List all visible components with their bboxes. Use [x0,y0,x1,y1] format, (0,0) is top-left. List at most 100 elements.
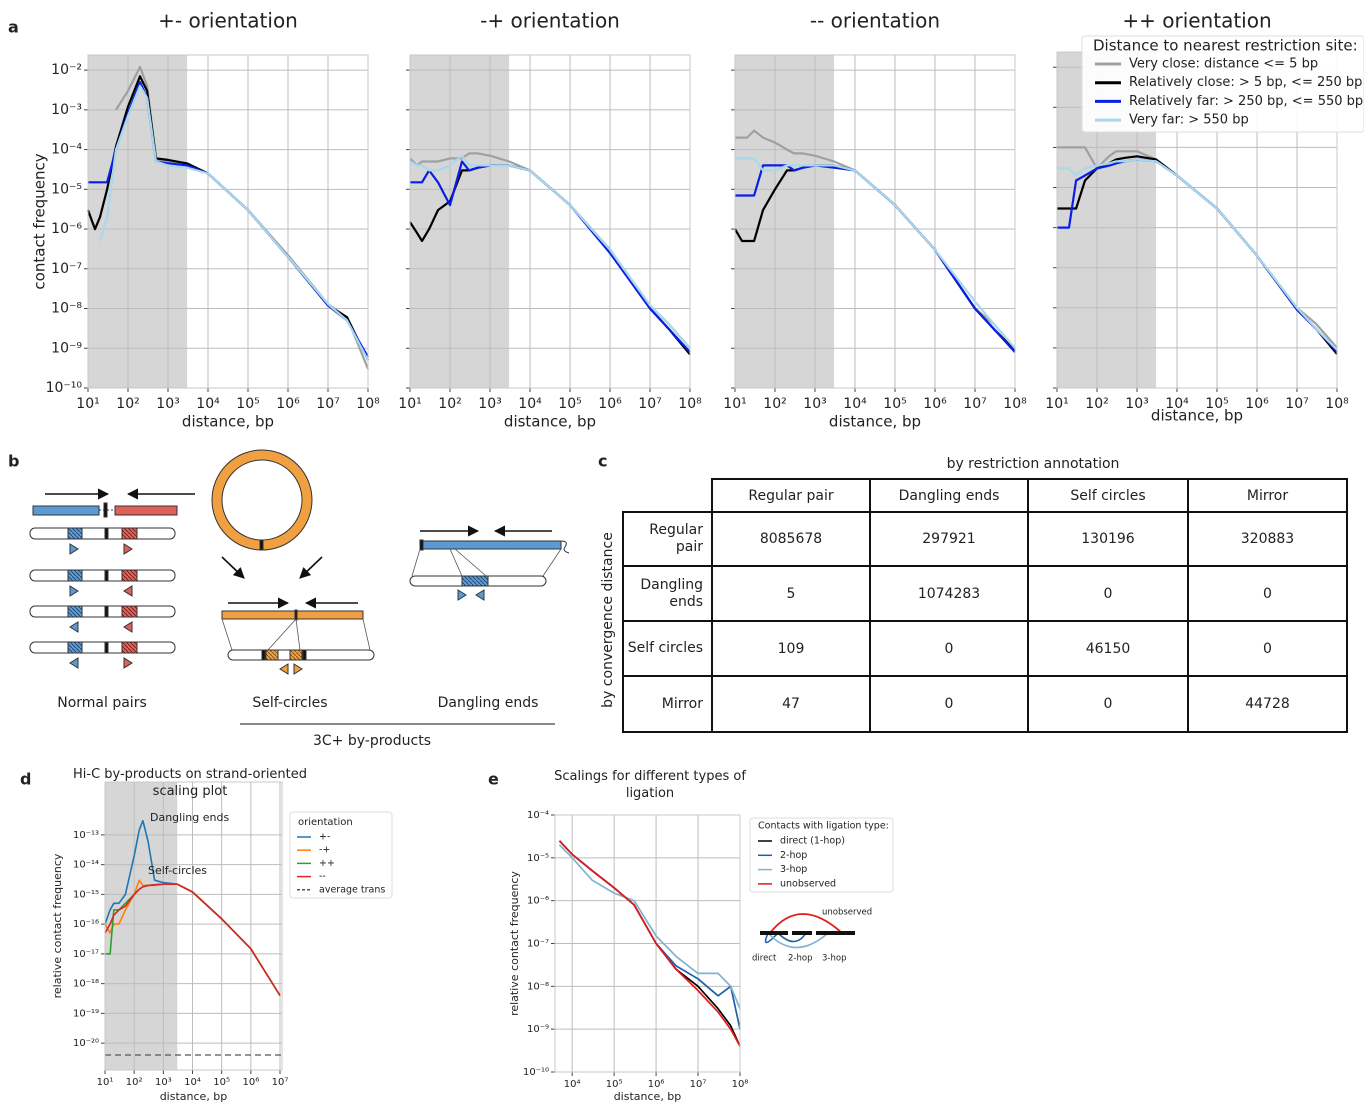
x-tick-label: 10⁶ [648,1079,665,1090]
x-tick-label: 10⁵ [236,396,259,412]
y-tick-label: 10⁻¹⁵ [73,889,99,900]
legend-label: -+ [319,845,330,856]
x-tick-label: 10⁴ [843,396,867,412]
diagram-b [30,455,569,724]
row-header: Dangling ends [623,566,712,621]
chart-title: -+ orientation [480,9,620,33]
chart: 10¹10²10³10⁴10⁵10⁶10⁷10⁸-+ orientationdi… [398,9,702,431]
row-header-text: Self circles [624,640,703,657]
x-tick-label: 10⁷ [272,1077,289,1088]
legend-label: average trans [319,884,385,895]
annotation: Self-circles [148,864,207,877]
table: Regular pairDangling endsSelf circlesMir… [622,478,1348,733]
y-tick-label: 10⁻⁹ [527,1024,549,1035]
inset-label: 2-hop [788,954,812,964]
panel-label: d [20,770,31,789]
x-tick-label: 10² [763,396,786,412]
x-tick-label: 10² [1085,396,1108,412]
chart: 10¹10²10³10⁴10⁵10⁶10⁷10⁸-- orientationdi… [723,9,1027,431]
x-axis-label: distance, bp [160,1090,228,1103]
x-tick-label: 10⁵ [606,1079,623,1090]
x-tick-label: 10¹ [97,1077,114,1088]
legend-label: ++ [319,858,335,869]
table-cell: 0 [1028,676,1188,732]
x-tick-label: 10⁷ [638,396,661,412]
y-tick-label: 10⁻⁷ [51,261,82,277]
row-header: Self circles [623,621,712,676]
x-tick-label: 10⁷ [316,396,339,412]
x-tick-label: 10⁴ [184,1077,201,1088]
table-cell: 0 [1188,566,1347,621]
legend-label: unobserved [780,878,836,889]
x-axis-label: distance, bp [1151,407,1243,425]
row-header: Regular pair [623,512,712,566]
x-tick-label: 10⁴ [196,396,220,412]
x-tick-label: 10¹ [76,396,99,412]
read [115,506,177,515]
table-cell: 0 [870,676,1028,732]
annotation: Dangling ends [150,811,229,824]
chart-title: -- orientation [810,9,940,33]
figure: Normal pairs Self-circles Dangling ends … [0,0,1364,1106]
table-cell: 44728 [1188,676,1347,732]
x-tick-label: 10⁷ [1285,396,1308,412]
x-tick-label: 10¹ [1045,396,1068,412]
legend-title: Contacts with ligation type: [758,821,889,832]
x-tick-label: 10⁴ [564,1079,581,1090]
site [104,503,107,517]
y-tick-label: 10⁻³ [51,102,82,118]
table-corner [623,479,712,512]
table-row: Mirror470044728 [623,676,1347,732]
x-tick-label: 10⁷ [690,1079,707,1090]
table-cell: 297921 [870,512,1028,566]
x-tick-label: 10⁴ [518,396,542,412]
y-tick-label: 10⁻¹³ [73,830,99,841]
y-tick-label: 10⁻² [51,62,82,78]
y-tick-label: 10⁻⁴ [51,142,82,158]
row-header-text: Dangling ends [624,577,703,611]
table-cell: 320883 [1188,512,1347,566]
table-row: Dangling ends5107428300 [623,566,1347,621]
x-tick-label: 10⁶ [242,1077,259,1088]
y-tick-label: 10⁻⁶ [51,221,82,237]
inset-label: direct [752,954,777,964]
x-axis-label: distance, bp [504,413,596,431]
read [33,506,99,515]
y-tick-label: 10⁻⁸ [527,981,549,992]
legend-label: 2-hop [780,850,807,861]
table-cell: 1074283 [870,566,1028,621]
chart: 10⁴10⁵10⁶10⁷10⁸10⁻¹⁰10⁻⁹10⁻⁸10⁻⁷10⁻⁶10⁻⁵… [508,810,893,1103]
legend-title: orientation [298,817,353,828]
table-cell: 130196 [1028,512,1188,566]
legend-label: Relatively far: > 250 bp, <= 550 bp [1129,94,1363,109]
y-tick-label: 10⁻¹⁰ [523,1067,549,1078]
column-header: Regular pair [712,479,870,512]
y-tick-label: 10⁻¹⁷ [73,949,99,960]
table-cell: 5 [712,566,870,621]
y-tick-label: 10⁻⁷ [527,939,549,950]
x-tick-label: 10⁶ [923,396,947,412]
y-tick-label: 10⁻⁵ [51,181,82,197]
y-tick-label: 10⁻¹⁶ [73,919,99,930]
dangling-end-sketch [410,531,569,600]
legend-label: Relatively close: > 5 bp, <= 250 bp [1129,75,1362,90]
table-row: Regular pair8085678297921130196320883 [623,512,1347,566]
y-axis-label: relative contact frequency [51,853,64,998]
row-header-text: Regular pair [624,522,703,556]
chart: 10¹10²10³10⁴10⁵10⁶10⁷10⁸10⁻¹⁰10⁻⁹10⁻⁸10⁻… [31,9,381,431]
column-header: Mirror [1188,479,1347,512]
column-header: Self circles [1028,479,1188,512]
inset-label: unobserved [822,908,872,918]
shaded-region [735,55,834,388]
table-cell: 0 [870,621,1028,676]
x-tick-label: 10³ [803,396,826,412]
row-header-text: Mirror [624,696,703,713]
y-tick-label: 10⁻⁴ [527,810,549,821]
x-tick-label: 10⁵ [883,396,906,412]
table-cell: 47 [712,676,870,732]
x-tick-label: 10⁶ [1245,396,1269,412]
x-tick-label: 10⁷ [963,396,986,412]
